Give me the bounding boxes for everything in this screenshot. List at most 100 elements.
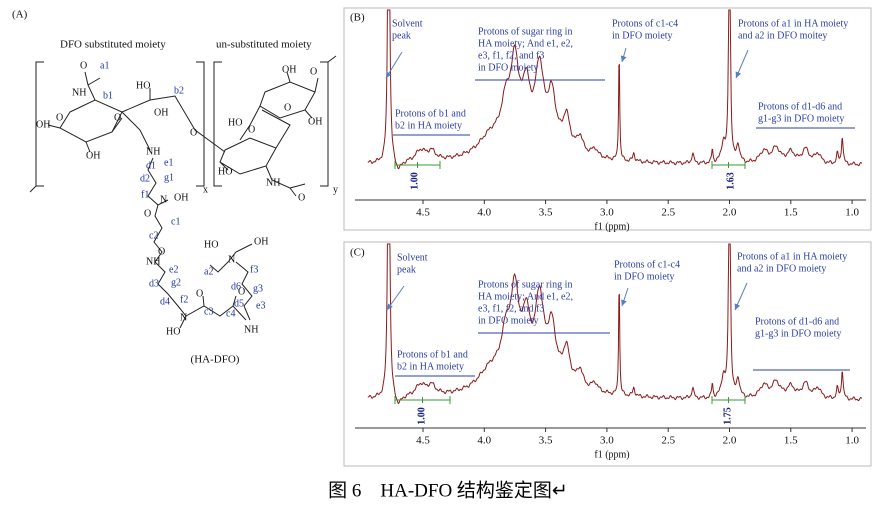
atom-label: OH <box>254 236 268 247</box>
position-label: d1 <box>146 160 156 171</box>
integral-line <box>394 161 441 169</box>
atom-label: O <box>80 60 87 71</box>
atom-label: O <box>298 192 305 203</box>
position-label: e3 <box>256 300 265 311</box>
annotation: Protons of c1-c4 <box>614 259 680 270</box>
atom-label: O <box>56 112 63 123</box>
annotation: in DFO moiety <box>478 315 539 326</box>
panel-frame <box>343 241 872 467</box>
annotation: in DFO moiety <box>612 30 673 41</box>
annotation-arrow <box>621 287 629 307</box>
integral-line <box>711 396 746 404</box>
atom-label: NH <box>146 256 160 267</box>
atom-label: x <box>203 184 208 195</box>
annotation: g1-g3 in DFO moiety <box>755 328 841 339</box>
structure-bonds <box>29 55 337 329</box>
annotation: Protons of b1 and <box>395 108 466 119</box>
atom-label: O <box>144 208 151 219</box>
x-tick-label: 1.0 <box>845 207 859 219</box>
position-label: f2 <box>180 294 188 305</box>
atom-label: NH <box>266 177 280 188</box>
atom-label: O <box>114 112 121 123</box>
annotation: Solvent <box>397 252 428 263</box>
x-tick-label: 2.5 <box>661 435 675 447</box>
position-label: e2 <box>169 264 178 275</box>
annotation: peak <box>397 264 416 275</box>
atom-label: OH <box>282 64 296 75</box>
x-tick-label: 3.5 <box>539 435 553 447</box>
annotation: and a2 in DFO moitey <box>738 30 827 41</box>
x-tick-label: 4.5 <box>416 207 430 219</box>
position-label: d3 <box>149 278 159 289</box>
caption: 图 6 HA-DFO 结构鉴定图↵ <box>328 479 568 501</box>
integral-value: 1.00 <box>416 407 427 425</box>
atom-label: HO <box>166 326 180 337</box>
atom-label: HO <box>136 80 150 91</box>
annotation-arrow <box>386 285 405 311</box>
annotation: peak <box>392 30 411 41</box>
position-label: c2 <box>149 230 158 241</box>
annotation: Solvent <box>392 18 423 29</box>
position-label: c3 <box>204 306 213 317</box>
atom-label: HO <box>204 239 218 250</box>
atom-label: O <box>158 246 165 257</box>
x-tick-label: 4.0 <box>477 207 491 219</box>
atom-label: O <box>196 288 203 299</box>
compound-name: (HA-DFO) <box>191 354 240 366</box>
x-tick-label: 1.5 <box>784 435 798 447</box>
annotation: HA moiety; And e1, e2, <box>478 291 573 302</box>
annotation: g1-g3 in DFO moiety <box>758 113 844 124</box>
atom-label: O <box>284 102 291 113</box>
position-label: d6 <box>231 281 241 292</box>
heading: DFO substituted moiety <box>60 39 166 51</box>
position-label: g3 <box>253 283 263 294</box>
integral-line <box>394 396 451 404</box>
position-label: d2 <box>140 173 150 184</box>
atom-label: OH <box>174 192 188 203</box>
panel-label: (C) <box>350 247 365 259</box>
x-tick-label: 3.0 <box>600 435 614 447</box>
atom-label: y <box>333 184 338 195</box>
annotation-arrow <box>735 49 749 79</box>
x-tick-label: 2.5 <box>661 207 675 219</box>
atom-label: OH <box>308 116 322 127</box>
integral-value: 1.75 <box>722 407 733 425</box>
annotation: b2 in HA moiety <box>397 361 464 372</box>
position-label: c1 <box>171 216 180 227</box>
x-axis-label: f1 (ppm) <box>594 221 629 232</box>
atom-label: OH <box>154 107 168 118</box>
x-tick-label: 3.5 <box>539 207 553 219</box>
annotation-arrow <box>620 47 627 63</box>
atom-label: HO <box>218 166 232 177</box>
position-label: g2 <box>171 277 181 288</box>
annotation: Protons of b1 and <box>397 349 468 360</box>
annotation: Protons of c1-c4 <box>612 18 678 29</box>
panel-label: (B) <box>350 12 365 24</box>
position-label: g1 <box>164 172 174 183</box>
position-label: e1 <box>164 157 173 168</box>
annotation: Protons of a1 in HA moiety <box>737 251 847 262</box>
annotation: and a2 in DFO moiety <box>737 263 826 274</box>
annotation: HA moiety; And e1, e2, <box>478 38 573 49</box>
atom-label: O <box>190 127 197 138</box>
x-tick-label: 3.0 <box>600 207 614 219</box>
position-label: c4 <box>226 308 235 319</box>
x-tick-label: 1.0 <box>845 435 859 447</box>
spectrum-trace <box>367 243 863 405</box>
annotation: e3, f1, f2, and f3 <box>478 303 544 314</box>
position-label: d5 <box>234 298 244 309</box>
atom-label: N <box>228 254 235 265</box>
position-label: a1 <box>100 60 109 71</box>
position-label: b1 <box>103 90 113 101</box>
x-tick-label: 2.0 <box>723 435 737 447</box>
position-label: b2 <box>174 85 184 96</box>
atom-label: HO <box>228 117 242 128</box>
annotation: Protons of sugar ring in <box>478 26 572 37</box>
position-label: f1 <box>141 189 149 200</box>
atom-label: O <box>238 286 245 297</box>
position-label: f3 <box>250 264 258 275</box>
atom-label: NH <box>72 87 86 98</box>
panel-frame <box>343 7 872 231</box>
atom-label: OH <box>36 119 50 130</box>
